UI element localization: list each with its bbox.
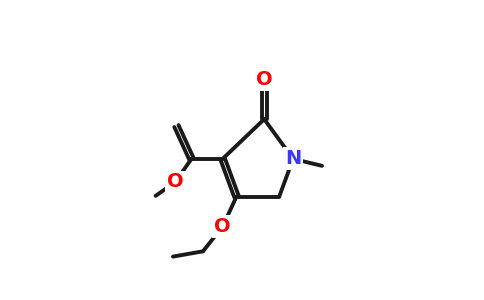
Text: O: O bbox=[256, 70, 272, 89]
Text: O: O bbox=[214, 217, 231, 236]
Text: O: O bbox=[167, 172, 183, 191]
Text: N: N bbox=[285, 149, 301, 168]
